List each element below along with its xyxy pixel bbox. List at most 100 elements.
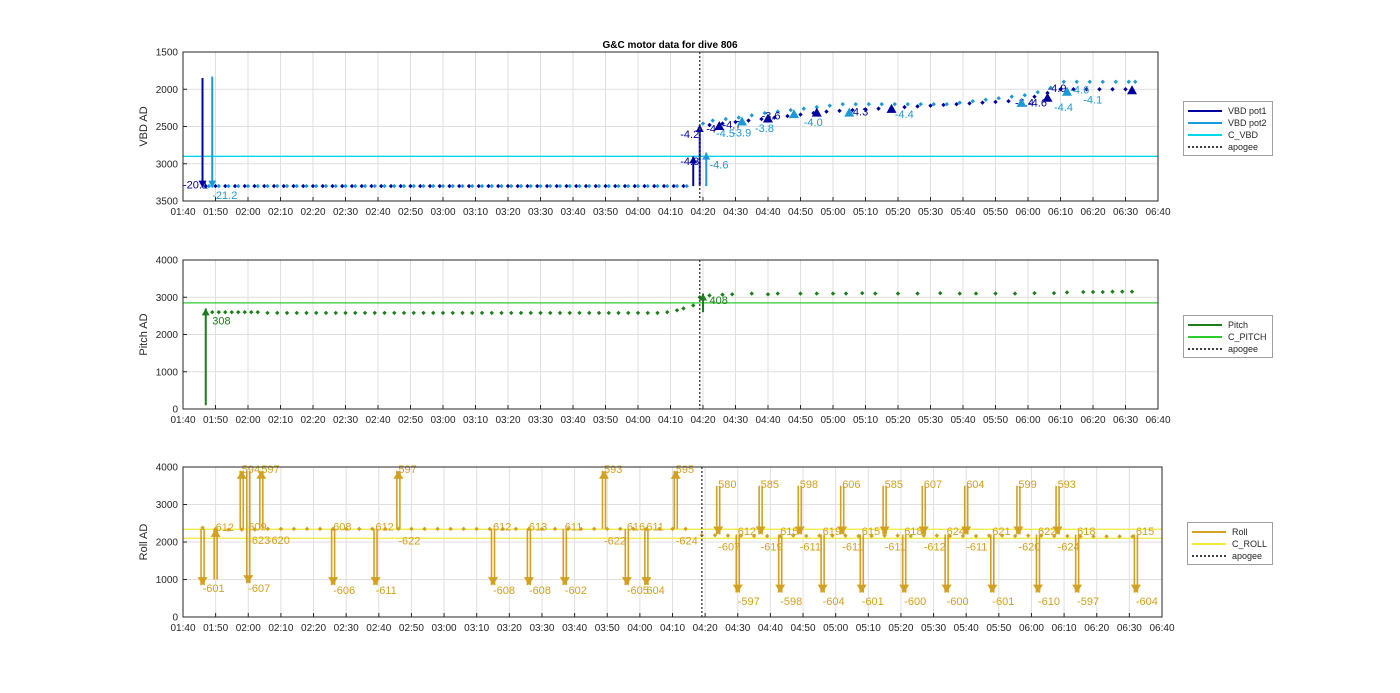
axes-frame bbox=[182, 466, 1163, 618]
legend-label: VBD pot2 bbox=[1228, 118, 1267, 128]
data-point bbox=[1104, 534, 1109, 539]
roll-arrowhead bbox=[987, 584, 998, 593]
data-point bbox=[518, 310, 524, 316]
data-point bbox=[710, 118, 715, 123]
data-point bbox=[1100, 289, 1105, 295]
data-point bbox=[1113, 79, 1118, 84]
y-tick-label: 1000 bbox=[156, 575, 179, 586]
roll-arrowhead bbox=[197, 577, 208, 586]
y-axis-label: Roll AD bbox=[138, 524, 150, 561]
annotation-label: -624 bbox=[676, 536, 698, 548]
x-tick-label: 02:30 bbox=[333, 415, 358, 426]
data-point bbox=[915, 104, 920, 109]
data-point bbox=[882, 533, 887, 538]
data-point bbox=[567, 310, 572, 316]
roll-arrowhead bbox=[837, 526, 848, 535]
data-point bbox=[340, 183, 345, 189]
data-point bbox=[1110, 87, 1115, 92]
x-tick-label: 06:20 bbox=[1080, 415, 1105, 426]
data-point bbox=[362, 183, 368, 189]
x-tick-label: 05:10 bbox=[853, 415, 878, 426]
legend-swatch bbox=[1188, 110, 1222, 112]
annotation-label: -611 bbox=[966, 542, 987, 554]
data-point bbox=[1074, 79, 1079, 84]
annotation-label: -597 bbox=[1077, 596, 1099, 608]
y-tick-label: 3000 bbox=[156, 293, 179, 304]
legend-swatch bbox=[1188, 122, 1222, 124]
annotation-label: 611 bbox=[565, 521, 583, 533]
annotation-label: -611 bbox=[842, 542, 863, 554]
legend-label: Pitch bbox=[1228, 320, 1249, 330]
legend-item-pitch: Pitch bbox=[1188, 319, 1267, 331]
data-point bbox=[574, 183, 579, 189]
data-point bbox=[401, 310, 407, 316]
data-point bbox=[242, 309, 247, 315]
data-point bbox=[691, 303, 696, 308]
data-point bbox=[1117, 534, 1122, 539]
data-point bbox=[652, 183, 657, 189]
x-tick-label: 06:40 bbox=[1145, 207, 1170, 218]
data-point bbox=[330, 183, 335, 189]
data-point bbox=[941, 102, 946, 108]
x-tick-label: 02:50 bbox=[398, 415, 423, 426]
data-point bbox=[422, 526, 427, 532]
roll-arrowhead bbox=[210, 528, 221, 537]
data-point bbox=[548, 183, 553, 189]
annotation-label: -597 bbox=[738, 596, 760, 608]
data-point bbox=[814, 291, 819, 296]
data-point bbox=[538, 310, 543, 316]
y-tick-label: 2500 bbox=[156, 122, 179, 133]
data-point bbox=[557, 183, 563, 189]
x-tick-label: 04:20 bbox=[690, 415, 715, 426]
x-tick-label: 01:50 bbox=[203, 415, 228, 426]
vbd-arrowhead bbox=[1127, 85, 1137, 95]
data-point bbox=[245, 183, 251, 189]
pitch-panel: 01:40 01:50 02:00 02:10 02:20 02:30 02:40 02:50… bbox=[138, 256, 1171, 427]
data-point bbox=[357, 526, 362, 532]
x-tick-label: 02:40 bbox=[365, 415, 390, 426]
legend-swatch bbox=[1192, 531, 1226, 533]
x-tick-label: 06:40 bbox=[1145, 415, 1170, 426]
data-point bbox=[291, 526, 297, 532]
data-point bbox=[1120, 289, 1125, 294]
x-tick-label: 03:00 bbox=[430, 207, 455, 218]
data-point bbox=[801, 106, 806, 111]
roll-arrowhead bbox=[236, 470, 247, 479]
legend-swatch bbox=[1192, 555, 1226, 557]
x-tick-label: 01:40 bbox=[170, 207, 195, 218]
y-tick-label: 2000 bbox=[156, 85, 179, 96]
data-point bbox=[206, 183, 212, 189]
annotation-label: 619 bbox=[823, 526, 841, 538]
legend-swatch bbox=[1188, 336, 1222, 338]
roll-arrowhead bbox=[856, 584, 867, 593]
data-point bbox=[661, 183, 667, 189]
data-point bbox=[353, 310, 358, 316]
data-point bbox=[616, 310, 621, 316]
data-point bbox=[460, 183, 465, 189]
data-point bbox=[645, 183, 650, 189]
data-point bbox=[265, 183, 270, 189]
x-tick-label: 02:10 bbox=[268, 415, 293, 426]
roll-arrowhead bbox=[621, 577, 632, 586]
x-tick-label: 04:20 bbox=[693, 623, 718, 634]
data-point bbox=[1052, 533, 1057, 539]
data-point bbox=[606, 310, 611, 316]
data-point bbox=[460, 310, 465, 316]
data-point bbox=[301, 183, 306, 189]
x-tick-label: 02:20 bbox=[300, 207, 325, 218]
annotation-label: 612 bbox=[216, 522, 234, 534]
data-point bbox=[902, 104, 907, 110]
data-point bbox=[775, 109, 780, 114]
x-tick-label: 02:40 bbox=[366, 623, 391, 634]
vbd-arrowhead bbox=[714, 121, 725, 131]
x-tick-label: 06:20 bbox=[1080, 207, 1105, 218]
annotation-label: -601 bbox=[862, 596, 884, 608]
roll-arrowhead bbox=[879, 526, 890, 535]
y-tick-label: 0 bbox=[172, 613, 178, 624]
data-point bbox=[262, 183, 267, 189]
x-tick-label: 05:30 bbox=[918, 207, 943, 218]
annotation-label: -610 bbox=[1038, 596, 1060, 608]
vbd-arrowhead bbox=[844, 107, 855, 117]
data-point bbox=[525, 183, 530, 189]
annotation-label: 624 bbox=[947, 526, 965, 538]
